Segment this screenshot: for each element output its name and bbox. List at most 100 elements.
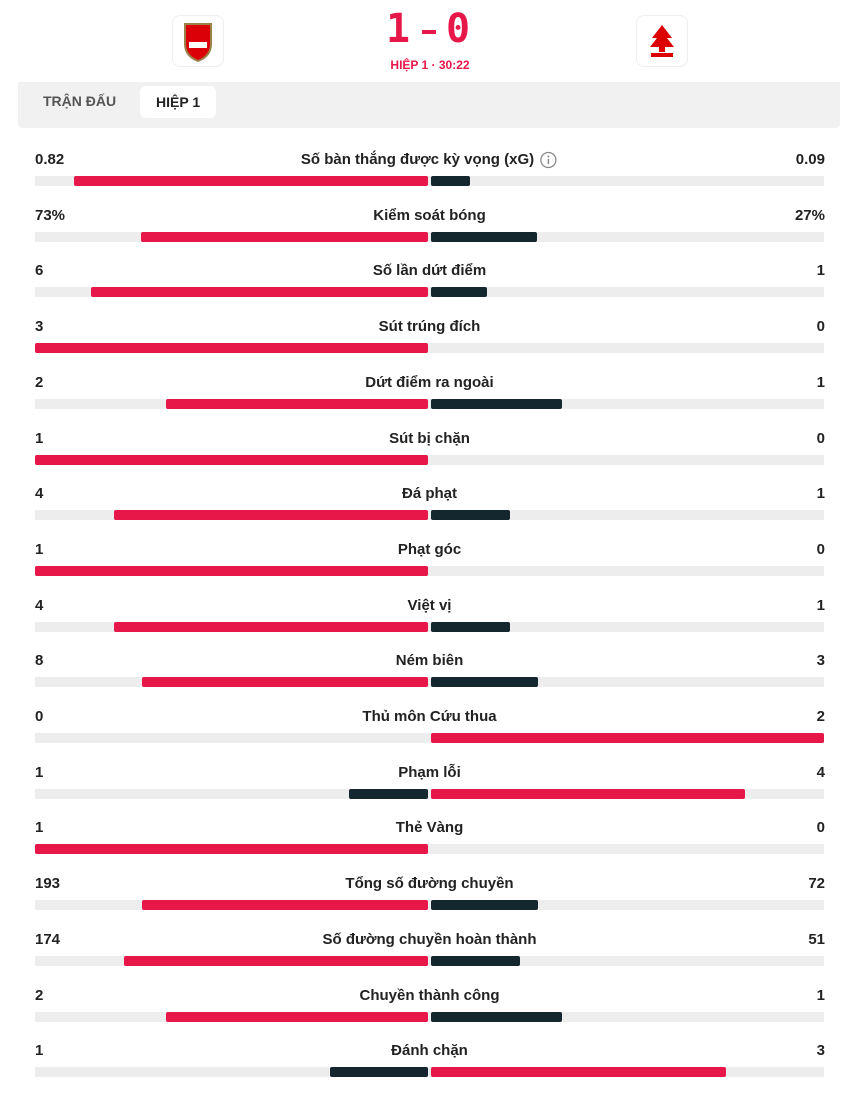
- home-bar: [141, 231, 428, 242]
- bar-track: [35, 287, 824, 298]
- away-value: 72: [808, 875, 825, 893]
- away-value: 1: [816, 596, 825, 614]
- home-bar: [35, 844, 428, 855]
- tab-active[interactable]: HIỆP 1: [140, 86, 217, 118]
- home-bar: [113, 510, 428, 521]
- home-value: 2: [35, 373, 44, 391]
- stat-label: Đánh chặn: [391, 1042, 468, 1060]
- away-bar: [431, 287, 488, 298]
- home-bar: [329, 1067, 428, 1078]
- away-bar: [431, 398, 562, 409]
- home-value: 1: [35, 763, 44, 781]
- away-value: 27%: [794, 206, 825, 224]
- bar-track: [35, 454, 824, 465]
- away-bar: [431, 1067, 726, 1078]
- away-bar: [431, 733, 824, 743]
- away-value: 3: [816, 652, 825, 670]
- away-bar: [431, 510, 510, 521]
- away-value: 3: [816, 1042, 825, 1060]
- home-value: 193: [35, 875, 61, 893]
- away-bar: [431, 955, 521, 966]
- home-value: 174: [35, 930, 61, 948]
- home-value: 0.82: [35, 151, 65, 168]
- home-value: 6: [35, 262, 44, 280]
- bar-track: [35, 510, 824, 521]
- stat-label: Dứt điểm ra ngoài: [365, 373, 494, 391]
- away-bar: [431, 900, 538, 911]
- home-bar: [142, 677, 428, 688]
- bar-track: [35, 621, 824, 632]
- bar-track: [35, 176, 824, 186]
- stat-label: Sút bị chặn: [389, 429, 470, 447]
- home-bar: [166, 398, 428, 409]
- away-bar: [431, 621, 510, 632]
- stat-label: Việt vị: [407, 596, 452, 614]
- home-bar: [91, 287, 428, 298]
- bar-track: [35, 900, 824, 911]
- tab[interactable]: TRẬN ĐẤU: [43, 93, 117, 109]
- stat-label: Thủ môn Cứu thua: [362, 708, 497, 725]
- away-value: 0: [816, 540, 825, 558]
- bar-track: [35, 955, 824, 966]
- away-score: 0: [446, 6, 472, 52]
- home-bar: [73, 176, 428, 186]
- home-value: 1: [35, 1042, 44, 1060]
- home-value: 4: [35, 485, 44, 503]
- away-bar: [431, 176, 470, 186]
- stat-label: Số bàn thắng được kỳ vọng (xG): [301, 151, 558, 169]
- home-value: 3: [35, 318, 44, 336]
- stat-label: Ném biên: [395, 652, 464, 670]
- away-value: 1: [816, 373, 825, 391]
- bar-track: [35, 1011, 824, 1022]
- bar-track: [35, 844, 824, 855]
- stat-label: Đá phạt: [401, 485, 458, 503]
- info-icon[interactable]: [538, 151, 558, 169]
- stat-label: Phạm lỗi: [398, 763, 461, 781]
- bar-track: [35, 565, 824, 576]
- score-dash: [422, 30, 436, 34]
- away-value: 0.09: [795, 151, 825, 168]
- stat-label: Thẻ Vàng: [395, 819, 464, 837]
- away-value: 2: [816, 708, 825, 725]
- home-score: 1: [386, 6, 412, 52]
- bar-track: [35, 733, 824, 743]
- away-value: 1: [816, 485, 825, 503]
- stat-label: Tổng số đường chuyền: [345, 875, 514, 893]
- bar-track: [35, 1067, 824, 1078]
- away-bar: [431, 677, 539, 688]
- bar-track: [35, 343, 824, 354]
- home-value: 73%: [35, 206, 66, 224]
- home-bar: [124, 955, 428, 966]
- away-value: 51: [808, 930, 825, 948]
- away-value: 0: [816, 318, 825, 336]
- away-value: 0: [816, 429, 825, 447]
- home-bar: [141, 900, 428, 911]
- home-value: 1: [35, 819, 44, 837]
- home-bar: [166, 1011, 428, 1022]
- stat-label: Kiểm soát bóng: [373, 206, 486, 224]
- bar-track: [35, 231, 824, 242]
- home-bar: [113, 621, 428, 632]
- away-crest: [650, 25, 674, 57]
- away-bar: [431, 231, 538, 242]
- bar-track: [35, 788, 824, 799]
- bar-track: [35, 677, 824, 688]
- home-value: 8: [35, 652, 44, 670]
- stat-label: Phạt góc: [397, 540, 462, 558]
- home-value: 2: [35, 986, 44, 1004]
- bar-track: [35, 398, 824, 409]
- away-value: 4: [816, 763, 825, 781]
- away-value: 1: [816, 262, 825, 280]
- stat-label: Sút trúng đích: [378, 318, 481, 336]
- away-value: 1: [816, 986, 825, 1004]
- home-crest: [184, 23, 212, 63]
- match-period: HIỆP 1 · 30:22: [390, 58, 470, 72]
- away-value: 0: [816, 819, 825, 837]
- away-bar: [431, 1011, 562, 1022]
- stat-label: Số lần dứt điểm: [372, 262, 487, 280]
- home-value: 4: [35, 596, 44, 614]
- away-logo: [636, 15, 688, 67]
- home-value: 0: [35, 708, 44, 725]
- home-value: 1: [35, 429, 44, 447]
